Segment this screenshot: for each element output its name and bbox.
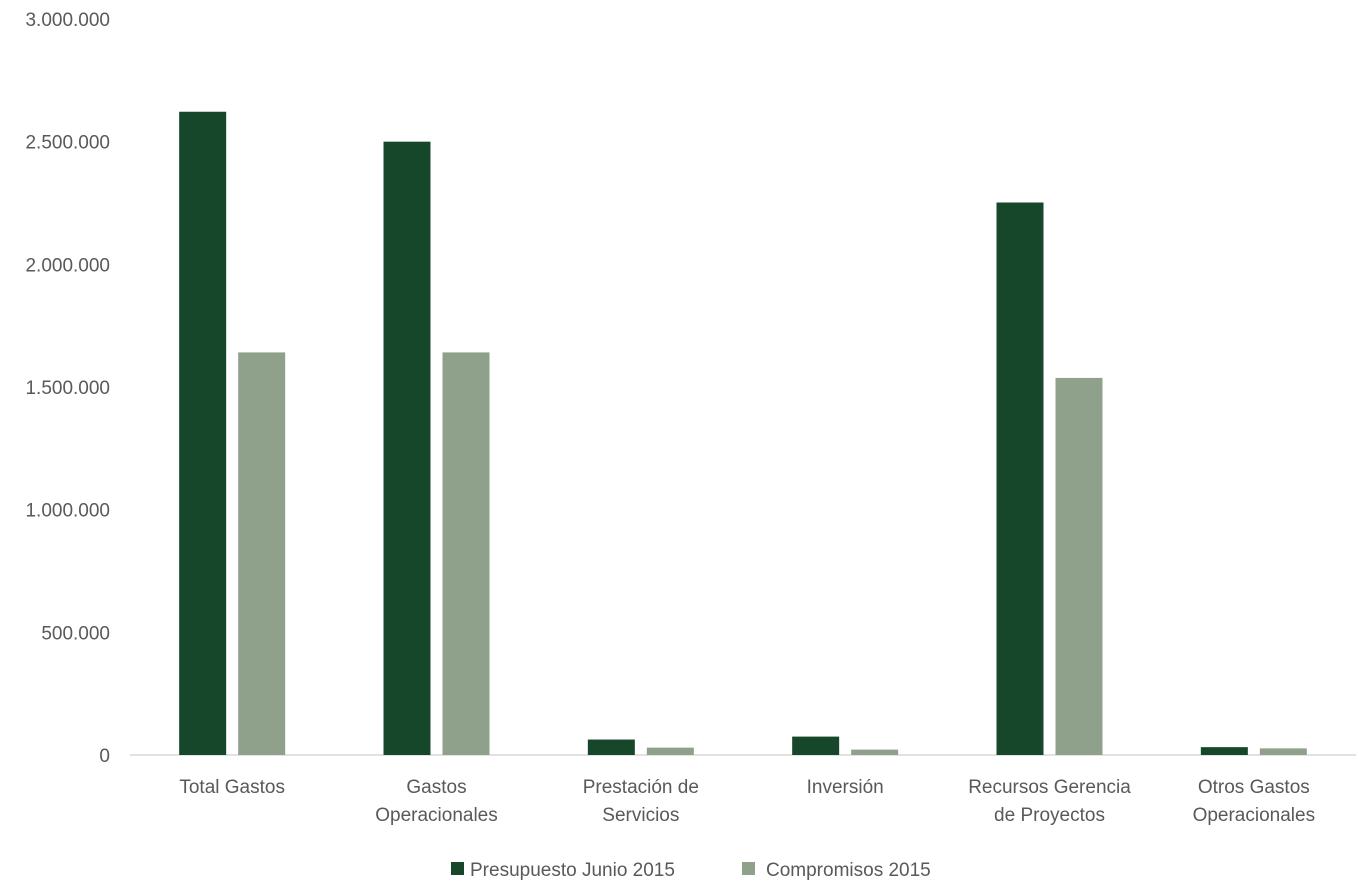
x-category-label-line: Operacionales — [1193, 805, 1316, 826]
y-tick-label: 1.000.000 — [25, 501, 110, 522]
x-category-label-line: Operacionales — [375, 805, 498, 826]
bar-presupuesto — [587, 739, 635, 755]
bar-compromisos — [646, 747, 694, 755]
x-category-label-line: Inversión — [807, 777, 884, 798]
bar-presupuesto — [179, 111, 227, 755]
x-category-label: Inversión — [807, 777, 884, 798]
legend: Presupuesto Junio 2015 Compromisos 2015 — [451, 860, 931, 881]
bar-compromisos — [1055, 377, 1103, 755]
bar-compromisos — [851, 749, 899, 755]
x-category-label-line: de Proyectos — [994, 805, 1105, 826]
bar-compromisos — [442, 352, 490, 755]
bar-presupuesto — [1200, 747, 1248, 755]
y-tick-label: 1.500.000 — [25, 378, 110, 399]
legend-label: Presupuesto Junio 2015 — [470, 860, 675, 881]
y-tick-label: 2.500.000 — [25, 133, 110, 154]
bar-compromisos — [1259, 748, 1307, 755]
bar-presupuesto — [792, 736, 840, 755]
x-category-label: Otros Gastos Operacionales — [1193, 777, 1316, 826]
bar-presupuesto — [383, 141, 431, 755]
y-tick-label: 0 — [99, 746, 110, 767]
x-category-label: Total Gastos — [179, 777, 285, 798]
bar-compromisos — [238, 352, 286, 755]
y-tick-label: 2.000.000 — [25, 255, 110, 276]
x-category-label-line: Recursos Gerencia — [968, 777, 1131, 798]
y-tick-label: 3.000.000 — [25, 10, 110, 31]
y-axis-labels: 0 500.000 1.000.000 1.500.000 2.000.000 2.500… — [25, 10, 110, 767]
bar-presupuesto — [996, 202, 1044, 755]
legend-swatch — [451, 862, 464, 875]
x-axis-labels: Total Gastos Gastos Operacionales Prestació… — [179, 777, 1315, 826]
y-tick-label: 500.000 — [41, 623, 110, 644]
x-category-label-line: Total Gastos — [179, 777, 285, 798]
x-category-label-line: Prestación de — [583, 777, 699, 798]
legend-label: Compromisos 2015 — [766, 860, 931, 881]
x-category-label-line: Servicios — [602, 805, 679, 826]
x-category-label-line: Otros Gastos — [1198, 777, 1310, 798]
x-category-label-line: Gastos — [406, 777, 466, 798]
legend-swatch — [742, 862, 755, 875]
x-category-label: Recursos Gerencia de Proyectos — [968, 777, 1131, 826]
x-category-label: Gastos Operacionales — [375, 777, 498, 826]
x-category-label: Prestación de Servicios — [583, 777, 699, 826]
bars — [179, 111, 1307, 755]
